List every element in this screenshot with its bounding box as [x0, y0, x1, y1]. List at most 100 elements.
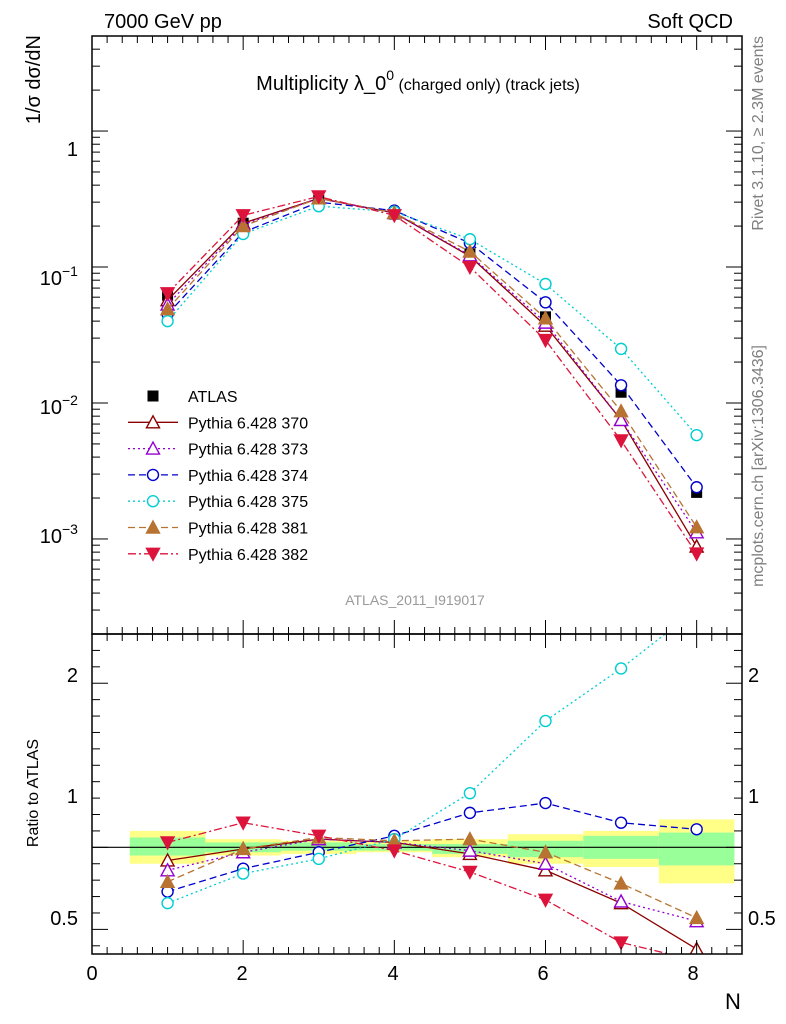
- ratio-series-line-1: [167, 838, 697, 950]
- top-point-s5-6: [537, 310, 554, 325]
- top-point-s4-1: [161, 314, 174, 328]
- ratio-series-lines: [159, 634, 705, 954]
- top-point-s5-5: [462, 243, 478, 258]
- header-left: 7000 GeV pp: [104, 11, 222, 33]
- ratio-point-s6-3: [311, 829, 327, 844]
- top-ytick-exp-0.01: −2: [62, 392, 78, 408]
- ratio-point-s6-7: [613, 936, 629, 951]
- bottom-ytick-label-0.5: 0.5: [50, 908, 78, 930]
- legend-marker-3: [146, 468, 160, 482]
- xtick-label-2: 2: [236, 963, 247, 985]
- top-point-s5-7: [613, 403, 629, 418]
- bottom-ytick-label-right-1: 1: [748, 786, 759, 808]
- xlabel: N: [725, 989, 741, 1014]
- bottom-ytick-label-right-0.5: 0.5: [748, 908, 776, 930]
- xtick-label-8: 8: [687, 963, 698, 985]
- ratio-series-line-2: [167, 838, 697, 922]
- ratio-point-s4-6: [539, 714, 552, 728]
- top-ytick-base-0.01: 10: [40, 397, 62, 419]
- top-ylabel: 1/σ dσ/dN: [23, 35, 45, 124]
- legend-label-5: Pythia 6.428 381: [188, 521, 308, 538]
- legend-marker-4: [146, 495, 160, 508]
- bottom-ytick-label-1: 1: [67, 786, 78, 808]
- top-ytick-label-0.001: 10−3: [40, 521, 78, 548]
- top-point-s3-7: [614, 379, 628, 392]
- top-point-s4-6: [539, 277, 552, 291]
- ratio-point-s4-3: [312, 852, 325, 866]
- top-point-s6-7: [613, 434, 629, 449]
- top-ytick-base-0.001: 10: [40, 526, 62, 548]
- rivet-label: Rivet 3.1.10, ≥ 2.3M events: [750, 36, 767, 231]
- top-point-s6-5: [462, 260, 478, 275]
- ratio-point-s4-1: [161, 896, 174, 910]
- xtick-label-4: 4: [387, 963, 398, 985]
- top-point-s2-7: [613, 412, 629, 427]
- top-point-s5-1: [159, 301, 176, 316]
- top-point-s6-4: [386, 209, 403, 224]
- legend-label-0: ATLAS: [188, 389, 238, 406]
- top-point-s5-8: [688, 519, 705, 534]
- ratio-series-line-3: [167, 802, 697, 893]
- legend-marker-0: [147, 390, 159, 402]
- legend-marker-5: [145, 519, 161, 534]
- legend-label-3: Pythia 6.428 374: [188, 468, 308, 485]
- ratio-inner-band-8: [658, 832, 735, 866]
- ratio-point-s3-8: [690, 823, 703, 836]
- title-superscript: 0: [386, 67, 394, 83]
- top-point-s0-7: [615, 386, 627, 398]
- top-ytick-label-0.01: 10−2: [40, 392, 78, 419]
- ratio-point-s5-7: [613, 875, 629, 890]
- bottom-ytick-label-2: 2: [67, 665, 78, 687]
- ratio-point-s5-2: [235, 841, 251, 856]
- legend-marker-6: [145, 547, 161, 562]
- legend-marker-1: [145, 414, 161, 429]
- ratio-point-s5-6: [537, 844, 554, 859]
- top-ytick-label-0.1: 10−1: [40, 263, 78, 290]
- xtick-label-0: 0: [86, 963, 97, 985]
- title-main: Multiplicity λ_0: [256, 73, 386, 95]
- top-series-line-4: [167, 205, 698, 436]
- top-point-s6-1: [159, 287, 176, 302]
- top-series-line-6: [167, 195, 698, 554]
- ratio-point-s2-5: [462, 842, 478, 857]
- bottom-ylabel: Ratio to ATLAS: [25, 739, 42, 847]
- ratio-point-s4-2: [236, 867, 250, 880]
- legend-marker-2: [145, 440, 161, 455]
- top-point-s6-3: [311, 190, 327, 205]
- top-ytick-base-0.1: 10: [40, 268, 62, 290]
- legend-label-2: Pythia 6.428 373: [188, 442, 308, 459]
- top-series-lines: [159, 190, 705, 562]
- legend: ATLAS Pythia 6.428 370 Pythia 6.428 373 Pyt…: [128, 389, 308, 564]
- ratio-point-s3-7: [614, 816, 628, 829]
- top-point-s6-8: [688, 547, 705, 562]
- ratio-point-s4-7: [614, 662, 628, 675]
- ratio-series-line-4: [167, 634, 667, 904]
- top-series-line-3: [167, 201, 698, 488]
- axis-ticks: [91, 35, 743, 954]
- top-series-line-5: [167, 197, 698, 528]
- top-point-s4-7: [614, 342, 628, 356]
- legend-label-6: Pythia 6.428 382: [188, 547, 308, 564]
- ratio-point-s2-6: [537, 855, 554, 870]
- top-point-s3-6: [539, 296, 552, 309]
- ratio-point-s2-7: [613, 893, 629, 908]
- ratio-point-s6-6: [537, 893, 554, 908]
- ratio-point-s6-1: [159, 836, 176, 851]
- top-ytick-exp-0.1: −1: [62, 263, 78, 279]
- bottom-frame: [91, 633, 743, 955]
- ratio-point-s6-2: [235, 816, 251, 831]
- reference-label: ATLAS_2011_I919017: [345, 592, 485, 608]
- ratio-series-line-5: [167, 836, 697, 919]
- ratio-point-s3-6: [539, 796, 552, 810]
- ratio-point-s3-5: [463, 806, 477, 820]
- top-series-line-2: [167, 197, 698, 533]
- top-frame: [91, 35, 743, 635]
- legend-label-4: Pythia 6.428 375: [188, 494, 308, 511]
- legend-label-1: Pythia 6.428 370: [188, 415, 308, 432]
- ratio-point-s6-4: [386, 844, 403, 859]
- title-subscript: (charged only) (track jets): [394, 77, 580, 94]
- ratio-point-s6-5: [462, 865, 478, 880]
- ratio-point-s5-8: [688, 909, 705, 925]
- top-ytick-label-1: 1: [67, 139, 78, 161]
